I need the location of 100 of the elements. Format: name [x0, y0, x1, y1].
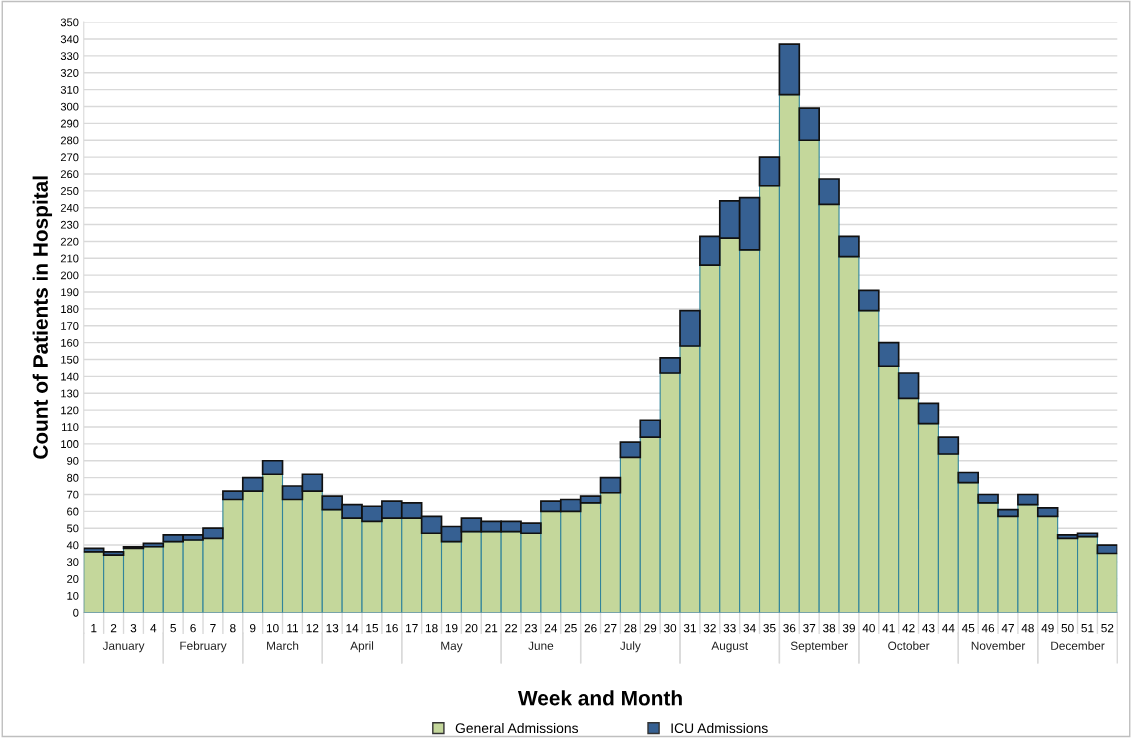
y-tick-label: 240 — [60, 203, 79, 212]
y-tick-label: 300 — [60, 102, 79, 111]
bar — [917, 402, 940, 425]
bar — [778, 43, 801, 96]
x-tick-label: 9 — [249, 623, 256, 633]
text: January — [102, 641, 145, 653]
x-tick-label: 19 — [445, 623, 458, 633]
x-tick-label: 1 — [91, 624, 97, 633]
x-tick-label: 10 — [266, 623, 279, 633]
y-tick-label: 330 — [60, 52, 79, 61]
x-tick-label: 5 — [170, 624, 176, 633]
y-tick-label: 280 — [60, 136, 79, 145]
y-tick-label: 310 — [60, 85, 79, 94]
x-tick-label: 38 — [822, 623, 836, 633]
text: June — [528, 641, 554, 650]
y-tick-label: 180 — [61, 305, 79, 314]
x-tick-label: 21 — [485, 623, 498, 633]
x-tick-label: 20 — [465, 623, 478, 633]
x-tick-label: 4 — [150, 624, 157, 633]
x-tick-label: 37 — [803, 623, 816, 633]
x-tick-label: 27 — [604, 623, 617, 633]
y-tick-label: 140 — [61, 372, 79, 381]
x-tick-label: 7 — [210, 624, 216, 633]
x-tick-label: 48 — [1021, 623, 1034, 633]
x-tick-label: 23 — [524, 623, 538, 633]
x-tick-label: 6 — [190, 623, 196, 633]
text: November — [971, 641, 1026, 650]
y-tick-label: 30 — [66, 558, 79, 567]
x-tick-label: 50 — [1061, 623, 1074, 633]
y-tick-label: 80 — [67, 473, 79, 482]
x-tick-label: 22 — [505, 623, 518, 633]
bar — [619, 441, 642, 459]
text: May — [441, 641, 463, 653]
y-tick-label: 350 — [60, 18, 79, 27]
y-tick-label: 130 — [61, 389, 79, 398]
y-tick-label: 70 — [67, 490, 79, 499]
y-tick-label: 290 — [60, 119, 79, 128]
bar — [897, 372, 920, 400]
y-tick-label: 160 — [61, 338, 79, 347]
x-tick-label: 45 — [961, 624, 975, 633]
bar — [997, 508, 1019, 518]
y-tick-label: 50 — [66, 524, 79, 533]
y-tick-label: 340 — [60, 35, 79, 44]
bar — [838, 235, 860, 258]
text: July — [620, 641, 641, 653]
x-tick-label: 32 — [703, 623, 716, 633]
x-tick-label: 41 — [882, 624, 895, 633]
bar — [877, 341, 900, 368]
x-tick-label: 13 — [326, 623, 339, 633]
x-tick-label: 51 — [1081, 624, 1094, 633]
x-tick-label: 31 — [683, 623, 696, 633]
x-tick-label: 40 — [862, 623, 875, 633]
x-tick-label: 24 — [544, 623, 558, 633]
text: February — [180, 641, 227, 653]
x-tick-label: 26 — [584, 623, 597, 633]
y-tick-label: 110 — [62, 423, 79, 432]
bar — [679, 309, 701, 347]
x-tick-label: 34 — [743, 623, 756, 633]
y-tick-label: 20 — [67, 575, 79, 583]
x-tick-label: 2 — [110, 623, 117, 633]
x-tick-label: 18 — [425, 623, 438, 633]
y-tick-label: 10 — [67, 591, 79, 600]
x-tick-label: 14 — [346, 624, 359, 633]
y-tick-label: 220 — [60, 237, 79, 246]
x-tick-label: 36 — [783, 623, 796, 633]
y-tick-label: 100 — [61, 440, 79, 448]
x-tick-label: 39 — [842, 623, 855, 633]
x-tick-label: 16 — [386, 623, 398, 633]
text: March — [267, 641, 299, 650]
text: October — [888, 641, 930, 650]
x-tick-label: 35 — [763, 623, 776, 633]
x-axis-title: Week and Month — [517, 690, 682, 706]
x-tick-label: 30 — [663, 623, 677, 633]
y-axis-title: Count of Patients in Hospital — [32, 176, 53, 459]
y-tick-label: 250 — [60, 187, 79, 195]
y-tick-label: 230 — [60, 220, 79, 229]
bar — [639, 419, 661, 438]
y-tick-label: 40 — [66, 541, 79, 550]
bar — [977, 493, 999, 504]
bar — [858, 289, 880, 312]
x-tick-label: 8 — [230, 623, 236, 633]
x-tick-label: 42 — [902, 623, 915, 633]
legend-label: General Admissions — [455, 722, 579, 734]
x-tick-label: 52 — [1101, 623, 1114, 633]
x-tick-label: 17 — [406, 624, 418, 633]
x-tick-label: 12 — [306, 623, 319, 633]
bar — [957, 471, 979, 484]
x-tick-label: 11 — [287, 624, 299, 633]
bar — [798, 107, 820, 142]
x-tick-label: 44 — [942, 624, 955, 633]
x-tick-label: 33 — [723, 623, 736, 633]
x-tick-label: 47 — [1001, 624, 1014, 633]
y-tick-label: 260 — [60, 170, 79, 179]
text: April — [350, 641, 374, 653]
x-tick-label: 49 — [1041, 623, 1054, 633]
y-tick-label: 170 — [61, 322, 79, 330]
bar — [1036, 507, 1059, 518]
x-tick-label: 43 — [922, 623, 935, 633]
bar — [1096, 544, 1118, 555]
bar — [818, 178, 840, 206]
